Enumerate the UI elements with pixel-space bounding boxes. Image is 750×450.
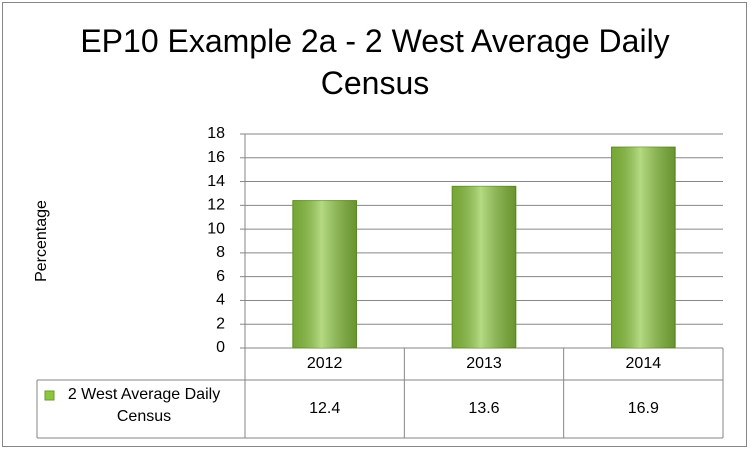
table-value: 13.6: [468, 400, 499, 417]
bar-shine: [452, 186, 516, 348]
y-tick-label: 8: [216, 244, 225, 261]
y-tick-label: 14: [207, 173, 225, 190]
y-tick-label: 0: [216, 339, 225, 356]
x-tick-label: 2012: [307, 355, 343, 372]
y-tick-label: 18: [207, 125, 225, 142]
data-table-grid: [36, 348, 724, 439]
y-tick-label: 6: [216, 268, 225, 285]
y-tick-label: 10: [207, 220, 225, 237]
table-value: 16.9: [628, 400, 659, 417]
legend-label: 2 West Average Daily Census: [67, 386, 221, 425]
bar-shine: [611, 147, 676, 348]
table-value: 12.4: [309, 400, 340, 417]
x-tick-label: 2014: [626, 355, 662, 372]
legend-key: [44, 390, 55, 401]
y-tick-label: 16: [207, 149, 225, 166]
y-tick-label: 4: [216, 292, 225, 309]
x-tick-label: 2013: [466, 355, 502, 372]
y-tick-label: 2: [216, 315, 225, 332]
y-axis-label: Percentage: [33, 200, 50, 282]
chart-title: EP10 Example 2a - 2 West Average Daily C…: [80, 23, 670, 101]
bar-shine: [292, 200, 357, 348]
y-tick-label: 12: [207, 197, 225, 214]
